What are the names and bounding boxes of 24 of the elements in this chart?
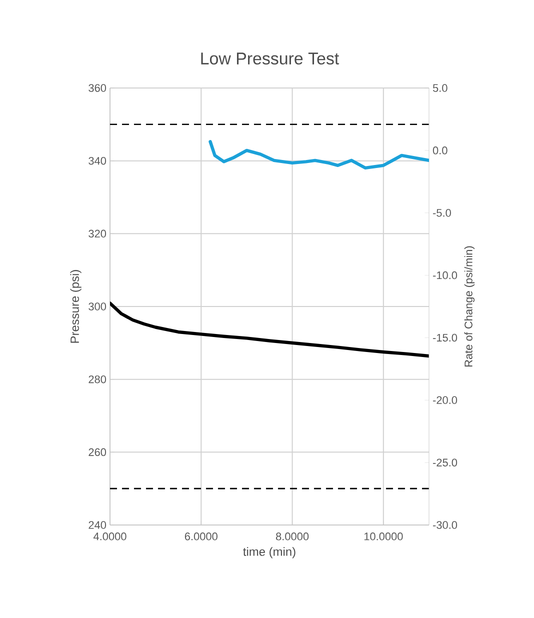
y2-tick-label: 0.0 xyxy=(432,146,448,154)
x-axis-title: time (min) xyxy=(243,547,296,558)
y2-tick-label: -20.0 xyxy=(433,396,458,404)
y-tick-label: 320 xyxy=(88,230,106,238)
line-series xyxy=(208,140,429,170)
x-tick-label: 4.0000 xyxy=(93,532,126,540)
y-tick-label: 260 xyxy=(88,448,106,456)
y-axis-title: Pressure (psi) xyxy=(70,270,82,343)
y2-axis-title: Rate of Change (psi/min) xyxy=(464,246,475,366)
y-tick-label: 240 xyxy=(88,521,106,529)
y2-tick-label: 5.0 xyxy=(432,84,448,92)
x-tick-label: 8.0000 xyxy=(276,532,309,540)
x-tick-label: 10.0000 xyxy=(364,532,403,540)
x-tick-label: 6.0000 xyxy=(184,532,218,540)
y-tick-label: 360 xyxy=(88,84,106,92)
y2-tick-label: -25.0 xyxy=(433,458,458,466)
y2-tick-label: -5.0 xyxy=(433,208,451,217)
chart-title: Low Pressure Test xyxy=(201,52,340,65)
y2-tick-label: -30.0 xyxy=(433,521,458,529)
y2-tick-label: -15.0 xyxy=(433,334,458,342)
y-tick-label: 300 xyxy=(88,302,106,310)
y2-tick-label: -10.0 xyxy=(433,271,458,280)
y-tick-label: 340 xyxy=(88,156,106,165)
y-tick-label: 280 xyxy=(88,375,106,384)
